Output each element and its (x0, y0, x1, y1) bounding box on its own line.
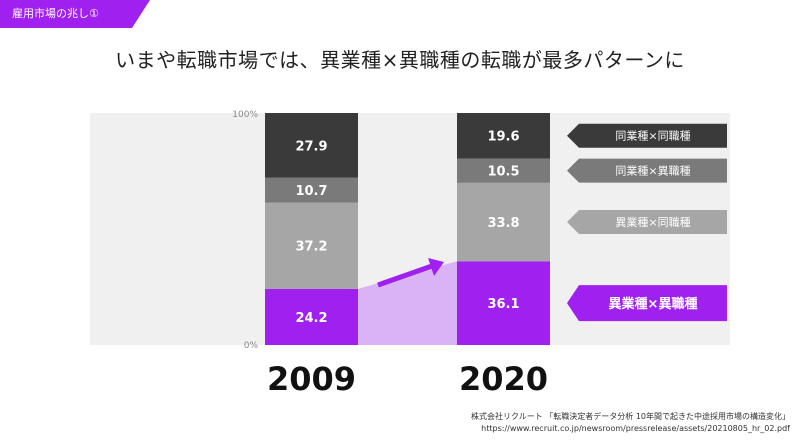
bar-segment-2009-1 (265, 288, 358, 345)
data-label-2009-4: 27.9 (295, 139, 327, 154)
data-label-2020-2: 33.8 (487, 216, 519, 231)
data-label-2020-4: 19.6 (487, 130, 519, 145)
bar-segment-2009-3 (265, 177, 358, 203)
data-label-2009-2: 37.2 (295, 240, 327, 255)
legend-tag-2 (567, 210, 727, 235)
source-line-1: 株式会社リクルート 「転職決定者データ分析 10年間で起きた中途採用市場の構造変… (470, 412, 790, 421)
bar-segment-2009-2 (265, 202, 358, 289)
legend-label-3: 同業種×異職種 (615, 164, 690, 178)
x-tick-label-2020: 2020 (459, 360, 548, 398)
legend-label-2: 異業種×同職種 (615, 215, 690, 229)
legend-tag-1 (567, 285, 727, 322)
bar-segment-2020-3 (457, 158, 550, 183)
legend-tag-4 (567, 123, 727, 148)
source-line-2: https://www.recruit.co.jp/newsroom/press… (481, 424, 790, 433)
data-label-2009-3: 10.7 (295, 184, 327, 199)
trend-arrow-shaft (377, 263, 433, 288)
bar-segment-2020-4 (457, 113, 550, 159)
x-tick-label-2009: 2009 (267, 360, 356, 398)
legend-tag-3 (567, 158, 727, 183)
page-title: いまや転職市場では、異業種×異職種の転職が最多パターンに (115, 48, 685, 72)
bar-segment-2020-1 (457, 261, 550, 345)
trend-arrow-head (428, 258, 444, 276)
y-tick-label-0: 0% (244, 341, 259, 351)
bar-segment-2009-4 (265, 113, 358, 178)
data-label-2020-3: 10.5 (487, 165, 519, 180)
source-citation: 株式会社リクルート 「転職決定者データ分析 10年間で起きた中途採用市場の構造変… (471, 411, 790, 435)
legend-label-4: 同業種×同職種 (615, 129, 690, 143)
data-label-2020-1: 36.1 (487, 297, 519, 312)
legend-label-1: 異業種×異職種 (609, 296, 698, 312)
bar-segment-2020-2 (457, 182, 550, 262)
section-tag: 雇用市場の兆し① (0, 0, 150, 28)
data-label-2009-1: 24.2 (295, 311, 327, 326)
y-tick-label-100: 100% (232, 110, 258, 120)
